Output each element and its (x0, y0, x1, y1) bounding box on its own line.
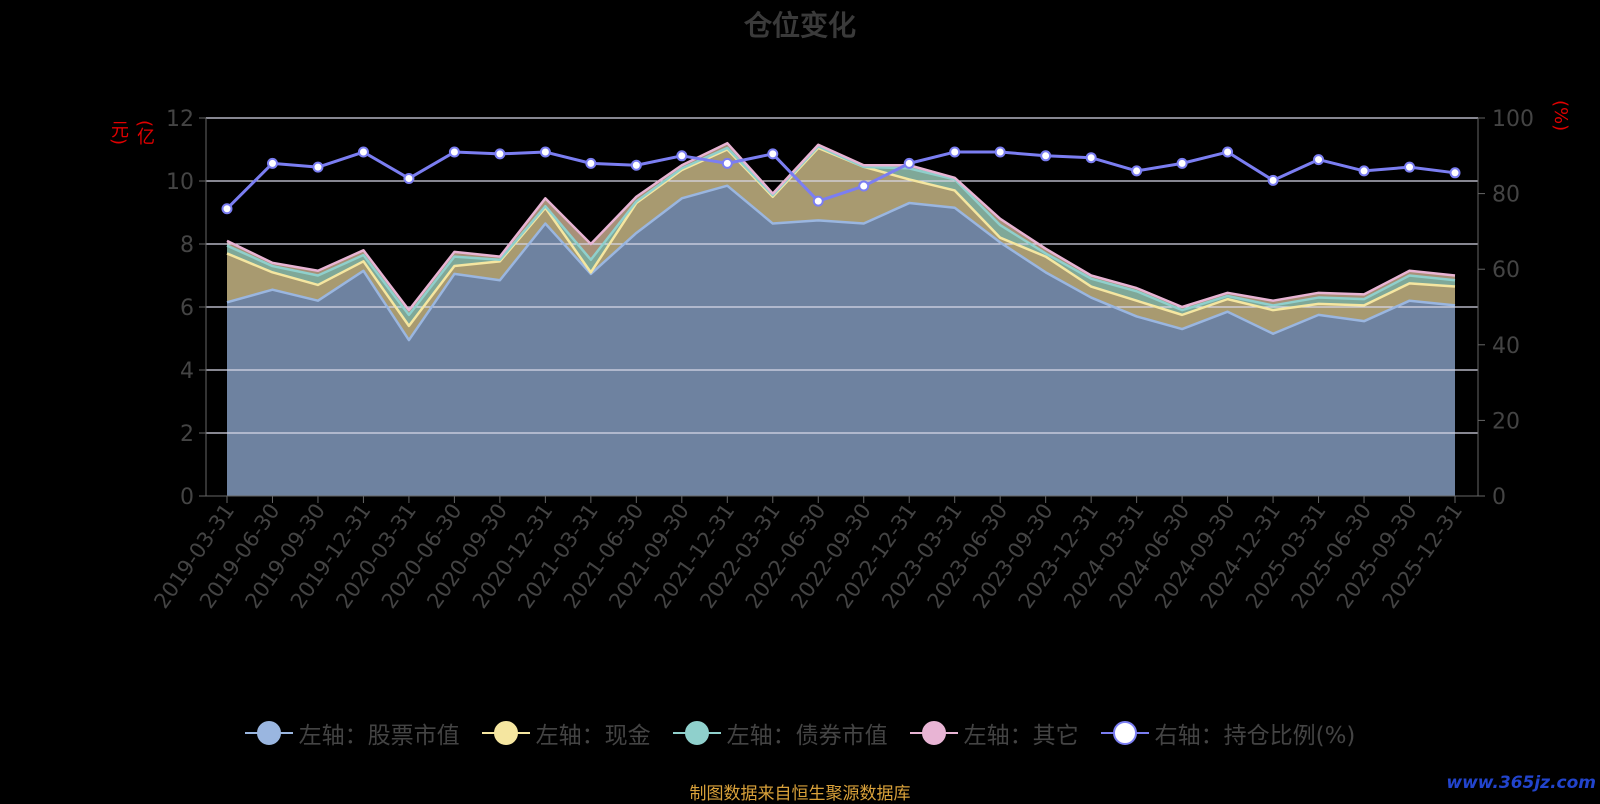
ratio-point (1131, 165, 1143, 177)
ratio-point (903, 157, 915, 169)
ratio-point (357, 146, 369, 158)
right-tick-label: 100 (1492, 107, 1534, 132)
legend-label: 左轴：现金 (535, 723, 651, 749)
right-axis-unit: (%) (1550, 100, 1571, 132)
ratio-point (721, 157, 733, 169)
right-tick-label: 60 (1492, 258, 1520, 283)
chart-title: 仓位变化 (743, 9, 856, 42)
ratio-point (1085, 152, 1097, 164)
left-tick-label: 6 (180, 296, 194, 321)
area-line-0 (226, 184, 1456, 342)
chart-legend: 左轴：股票市值 左轴：现金 左轴：债券市值 左轴：其它 右轴：持仓比例(%) (0, 716, 1600, 750)
legend-label: 左轴：债券市值 (726, 723, 888, 749)
left-tick-label: 0 (180, 485, 194, 510)
legend-item-ratio[interactable]: 右轴：持仓比例(%) (1100, 716, 1356, 750)
ratio-point (403, 172, 415, 184)
ratio-point (266, 157, 278, 169)
ratio-point (1267, 174, 1279, 186)
legend-marker-icon (1100, 721, 1149, 745)
ratio-point (448, 146, 460, 158)
right-tick-label: 0 (1492, 485, 1506, 510)
right-tick-label: 20 (1492, 409, 1520, 434)
left-tick-label: 2 (180, 422, 194, 447)
left-tick-label: 8 (180, 233, 194, 258)
watermark-link[interactable]: www.365jz.com (1446, 773, 1596, 793)
legend-label: 左轴：股票市值 (298, 723, 460, 749)
legend-item-cash[interactable]: 左轴：现金 (481, 716, 651, 750)
legend-item-stock[interactable]: 左轴：股票市值 (244, 716, 460, 750)
area-line-2 (226, 145, 1456, 317)
area-line-3 (226, 141, 1456, 312)
left-tick-label: 4 (180, 359, 194, 384)
legend-label: 左轴：其它 (963, 723, 1079, 749)
ratio-point (1404, 161, 1416, 173)
ratio-point (585, 157, 597, 169)
position-change-chart: 0246810120204060801002019-03-312019-06-3… (149, 107, 1534, 613)
legend-item-bond[interactable]: 左轴：债券市值 (672, 716, 888, 750)
area-series-1 (227, 147, 1455, 341)
ratio-point (812, 195, 824, 207)
ratio-point (1222, 146, 1234, 158)
ratio-point (630, 159, 642, 171)
ratio-point (994, 146, 1006, 158)
ratio-line (225, 150, 1456, 210)
right-tick-label: 40 (1492, 334, 1520, 359)
ratio-point (1176, 157, 1188, 169)
data-source-note: 制图数据来自恒生聚源数据库 (689, 784, 911, 804)
ratio-point (1449, 167, 1461, 179)
left-tick-label: 10 (166, 170, 194, 195)
legend-marker-icon (481, 721, 530, 745)
legend-item-other[interactable]: 左轴：其它 (909, 716, 1079, 750)
ratio-point (539, 146, 551, 158)
legend-marker-icon (909, 721, 958, 745)
ratio-point (858, 180, 870, 192)
area-series-0 (227, 185, 1455, 496)
ratio-point (949, 146, 961, 158)
ratio-point (221, 203, 233, 215)
ratio-point (1313, 154, 1325, 166)
left-axis-unit: (亿元) (108, 120, 155, 146)
ratio-point (1358, 165, 1370, 177)
ratio-point (676, 150, 688, 162)
ratio-point (312, 161, 324, 173)
ratio-point (494, 148, 506, 160)
ratio-point (1040, 150, 1052, 162)
legend-marker-icon (672, 721, 721, 745)
ratio-point (767, 148, 779, 160)
legend-label: 右轴：持仓比例(%) (1154, 723, 1356, 749)
legend-marker-icon (244, 721, 293, 745)
left-tick-label: 12 (166, 107, 194, 132)
right-tick-label: 80 (1492, 183, 1520, 208)
